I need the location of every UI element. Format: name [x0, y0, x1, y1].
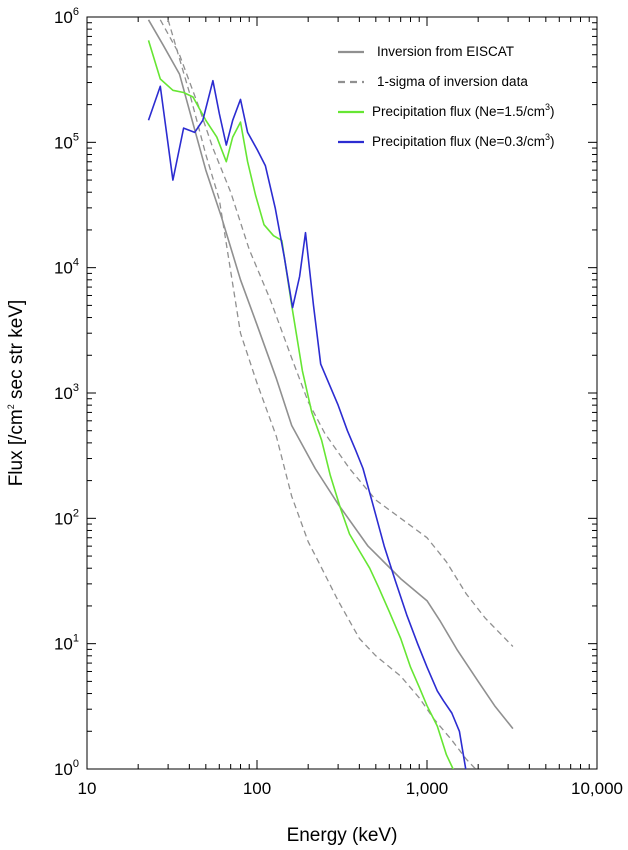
series-lines	[147, 19, 514, 769]
series-line-1	[147, 19, 514, 730]
x-tick-label: 10	[78, 779, 97, 798]
x-tick-label: 1,000	[406, 779, 449, 798]
y-axis-title-sup: 2	[6, 404, 16, 409]
y-tick-exponent: 5	[73, 131, 79, 143]
series-line-2	[159, 19, 514, 647]
axis-ticks	[86, 17, 597, 770]
x-axis-title: Energy (keV)	[287, 825, 398, 846]
y-tick-base: 10	[54, 760, 73, 779]
y-tick-base: 10	[54, 133, 73, 152]
y-tick-base: 10	[54, 509, 73, 528]
y-tick-label: 103	[54, 382, 79, 403]
series-line-5	[147, 79, 467, 769]
y-tick-label: 100	[54, 758, 79, 779]
legend-label-3: Precipitation flux (Ne=1.5/cm3)	[372, 102, 554, 119]
legend-label-2: 1-sigma of inversion data	[377, 74, 528, 89]
y-axis-title-pre: Flux [/cm	[6, 409, 27, 486]
x-tick-labels: 10 100 1,000 10,000	[78, 779, 623, 798]
y-tick-base: 10	[54, 635, 73, 654]
y-tick-label: 106	[54, 6, 79, 27]
y-tick-exponent: 3	[73, 382, 79, 394]
y-tick-label: 105	[54, 131, 79, 152]
y-tick-base: 10	[54, 384, 73, 403]
y-tick-label: 101	[54, 633, 79, 654]
y-tick-exponent: 0	[73, 758, 79, 770]
legend-label-4: Precipitation flux (Ne=0.3/cm3)	[372, 132, 554, 149]
y-tick-base: 10	[54, 259, 73, 278]
plot-frame	[86, 16, 598, 770]
x-tick-label: 100	[243, 779, 271, 798]
y-tick-exponent: 6	[73, 6, 79, 18]
y-tick-label: 104	[54, 257, 79, 278]
y-tick-base: 10	[54, 8, 73, 27]
series-line-4	[147, 40, 454, 769]
y-tick-exponent: 2	[73, 507, 79, 519]
y-axis-title-post: sec str keV]	[6, 300, 27, 405]
y-tick-exponent: 1	[73, 633, 79, 645]
legend: Inversion from EISCAT 1-sigma of inversio…	[338, 44, 554, 149]
y-axis-title: Flux [/cm2 sec str keV]	[6, 300, 27, 487]
y-tick-label: 102	[54, 507, 79, 528]
y-tick-exponent: 4	[73, 257, 79, 269]
x-tick-label: 10,000	[571, 779, 623, 798]
legend-label-1: Inversion from EISCAT	[377, 44, 514, 59]
